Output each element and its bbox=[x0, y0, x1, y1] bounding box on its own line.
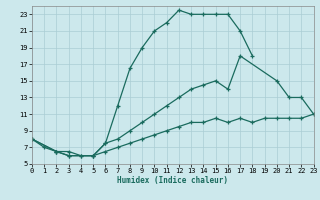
X-axis label: Humidex (Indice chaleur): Humidex (Indice chaleur) bbox=[117, 176, 228, 185]
